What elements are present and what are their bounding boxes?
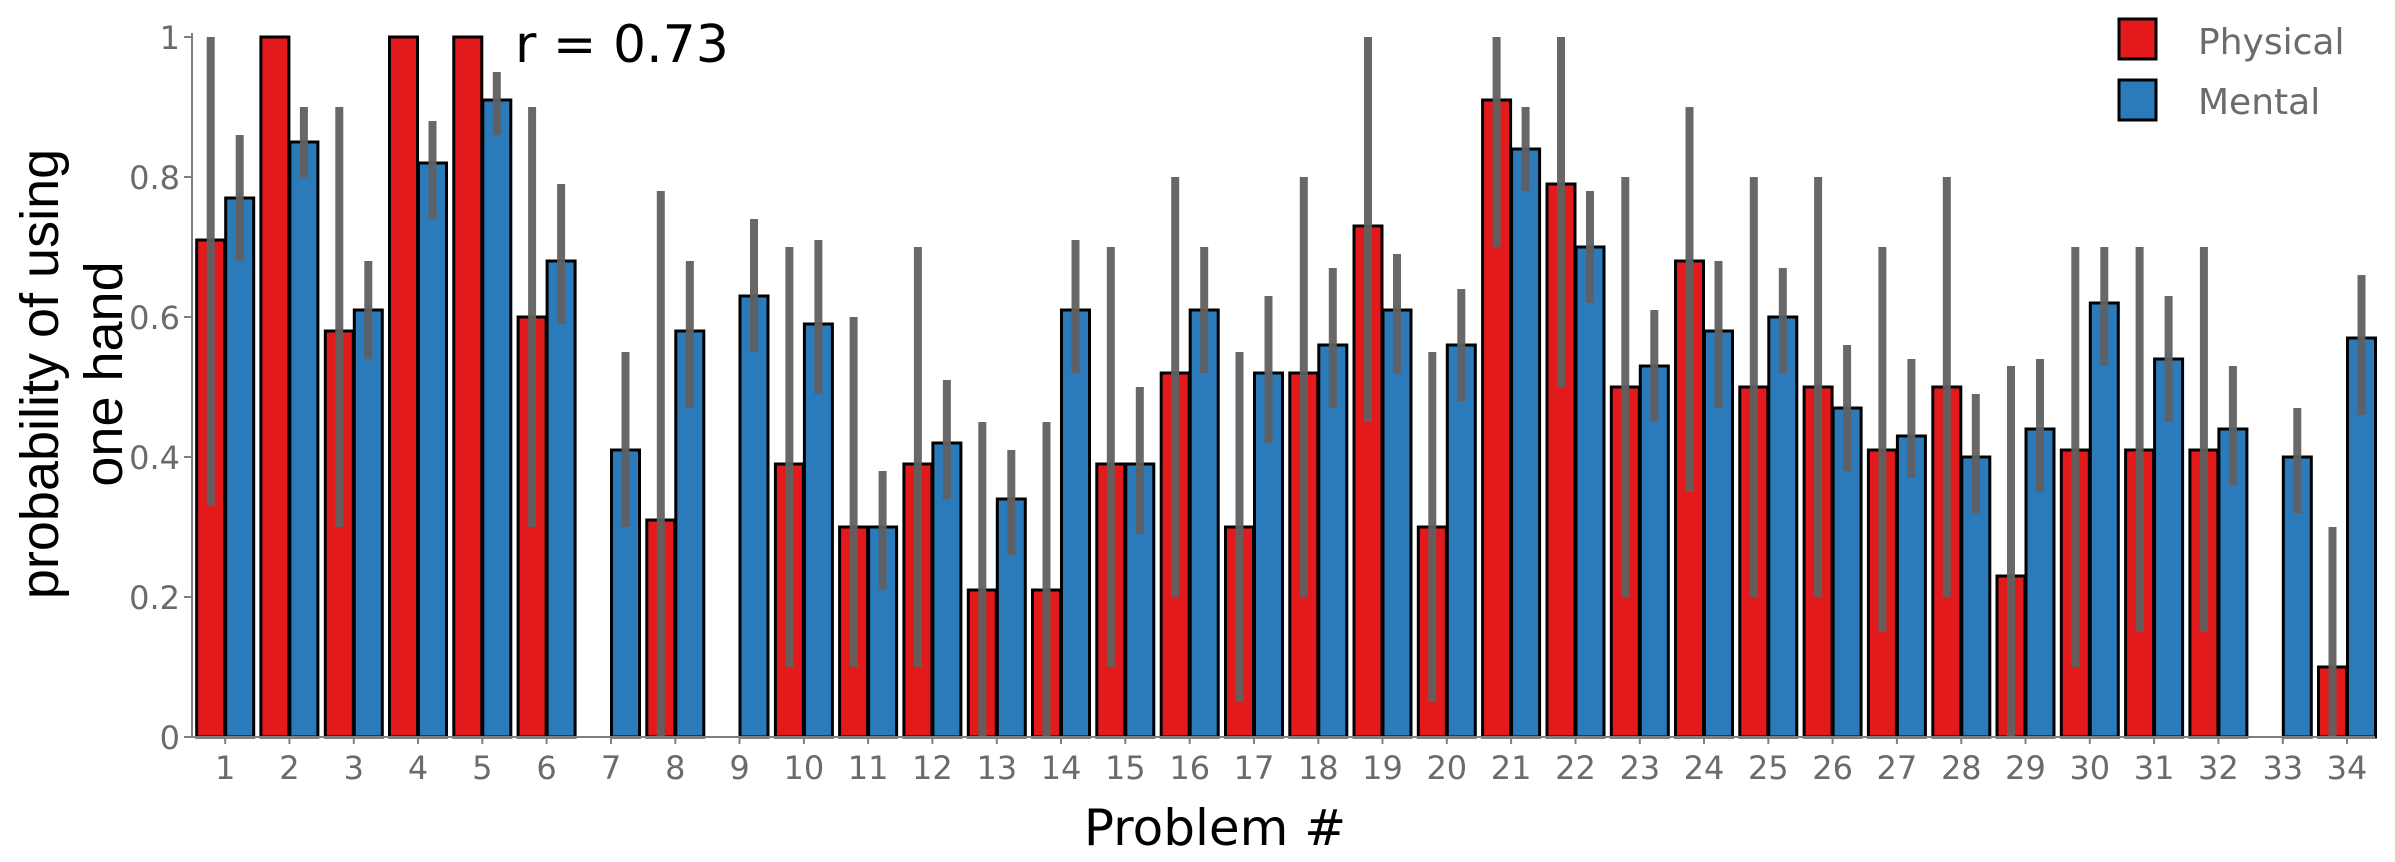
x-tick-label: 11 xyxy=(848,749,889,787)
y-axis: 0 0.2 0.4 0.6 0.8 1 xyxy=(129,19,193,757)
bar-mental-6 xyxy=(545,259,577,739)
y-axis-title-line1: probability of using xyxy=(10,149,70,599)
x-tick-label: 27 xyxy=(1877,749,1918,787)
bar-mental-22 xyxy=(1574,245,1606,739)
x-tick-label: 9 xyxy=(729,749,749,787)
x-axis: 1 2 3 4 5 6 7 8 9 10 11 12 13 14 15 16 17 18 19 20 21 22 23 24 2… xyxy=(192,736,2375,787)
bar-mental-14 xyxy=(1060,308,1091,739)
y-axis-title-line2: one hand xyxy=(74,261,134,486)
x-tick-label: 32 xyxy=(2198,749,2239,787)
x-tick-label: 20 xyxy=(1426,749,1467,787)
bar-mental-25 xyxy=(1767,315,1799,739)
x-tick-label: 8 xyxy=(665,749,685,787)
bar-mental-19 xyxy=(1381,308,1413,739)
x-tick-label: 19 xyxy=(1362,749,1403,787)
x-tick-label: 33 xyxy=(2262,749,2303,787)
y-tick-label: 0.8 xyxy=(129,159,180,197)
bar-mental-3 xyxy=(352,308,384,739)
x-tick-label: 3 xyxy=(344,749,364,787)
x-tick-label: 13 xyxy=(976,749,1017,787)
x-tick-label: 14 xyxy=(1041,749,1082,787)
bar-mental-20 xyxy=(1445,343,1477,739)
x-tick-label: 31 xyxy=(2134,749,2175,787)
legend: Physical Mental xyxy=(2117,17,2344,123)
bar-mental-9 xyxy=(738,294,770,739)
x-tick-label: 23 xyxy=(1619,749,1660,787)
x-axis-title: Problem # xyxy=(1084,799,1346,857)
x-tick-label: 28 xyxy=(1941,749,1982,787)
x-tick-label: 17 xyxy=(1234,749,1275,787)
legend-swatch-physical xyxy=(2117,17,2158,61)
bar-physical-4 xyxy=(388,35,419,739)
x-tick-label: 10 xyxy=(784,749,825,787)
x-tick-label: 15 xyxy=(1105,749,1146,787)
x-tick-label: 2 xyxy=(279,749,299,787)
bar-physical-5 xyxy=(452,35,484,739)
x-tick-label: 6 xyxy=(536,749,556,787)
y-tick-label: 0.6 xyxy=(129,299,180,337)
bar-mental-2 xyxy=(288,140,320,739)
bar-physical-2 xyxy=(259,35,291,739)
x-tick-label: 25 xyxy=(1748,749,1789,787)
bar-mental-16 xyxy=(1188,308,1220,739)
bar-mental-21 xyxy=(1510,147,1542,739)
bar-mental-4 xyxy=(417,161,448,739)
bar-mental-5 xyxy=(481,98,513,739)
correlation-annotation: r = 0.73 xyxy=(515,15,729,75)
x-tick-label: 5 xyxy=(472,749,492,787)
bar-mental-7 xyxy=(610,448,641,739)
bar-mental-27 xyxy=(1895,434,1927,739)
x-tick-label: 21 xyxy=(1491,749,1532,787)
y-tick-label: 0.4 xyxy=(129,439,180,477)
legend-label-mental: Mental xyxy=(2198,82,2320,123)
bar-mental-1 xyxy=(224,196,256,739)
x-tick-label: 18 xyxy=(1298,749,1339,787)
x-tick-label: 12 xyxy=(912,749,953,787)
x-tick-label: 30 xyxy=(2069,749,2110,787)
y-tick-label: 0.2 xyxy=(129,579,180,617)
y-tick-label: 0 xyxy=(160,719,180,757)
bar-mental-15 xyxy=(1124,462,1156,739)
y-tick-label: 1 xyxy=(160,19,180,57)
legend-swatch-mental xyxy=(2117,78,2158,122)
x-tick-label: 1 xyxy=(215,749,235,787)
plot-area xyxy=(195,35,2377,739)
bar-mental-30 xyxy=(2088,301,2120,739)
x-tick-label: 24 xyxy=(1684,749,1725,787)
x-tick-label: 22 xyxy=(1555,749,1596,787)
x-tick-label: 4 xyxy=(408,749,428,787)
legend-label-physical: Physical xyxy=(2198,22,2344,63)
x-tick-label: 29 xyxy=(2005,749,2046,787)
x-tick-label: 34 xyxy=(2327,749,2368,787)
x-tick-label: 7 xyxy=(601,749,621,787)
x-tick-label: 26 xyxy=(1812,749,1853,787)
x-tick-label: 16 xyxy=(1169,749,1210,787)
